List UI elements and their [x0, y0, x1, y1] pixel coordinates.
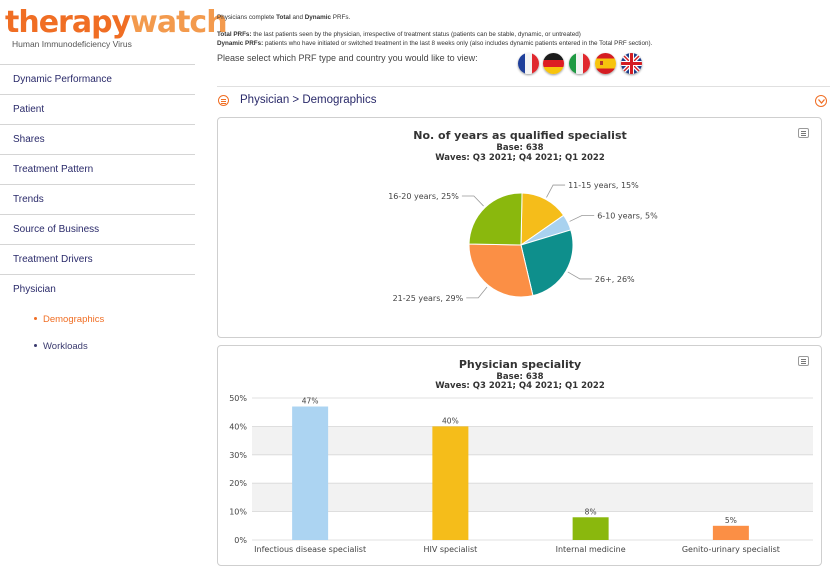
- grid-band: [252, 426, 813, 455]
- section-title: Physician > Demographics: [240, 94, 377, 106]
- bar-value-label: 47%: [302, 397, 319, 406]
- pie-connector-line: [569, 214, 595, 222]
- bar-chart: Physician speciality Base: 638 Waves: Q3…: [229, 358, 813, 554]
- bar-value-label: 8%: [585, 507, 597, 516]
- pie-chart: No. of years as qualified specialist Bas…: [388, 129, 658, 303]
- pie-slice-label: 11-15 years, 15%: [568, 181, 639, 190]
- pie-connector-line: [466, 286, 488, 299]
- pie-chart-panel: No. of years as qualified specialist Bas…: [217, 117, 822, 338]
- uk-flag-icon[interactable]: [621, 53, 642, 74]
- chart-menu-button[interactable]: [798, 356, 809, 366]
- y-tick-label: 40%: [229, 422, 247, 431]
- x-category-label: Internal medicine: [556, 545, 626, 554]
- logo[interactable]: therapywatch Human Immunodeficiency Viru…: [5, 5, 228, 50]
- sidebar-nav: Dynamic Performance Patient Shares Treat…: [0, 64, 195, 304]
- intro-text-part: PRFs.: [331, 14, 351, 21]
- pie-slice-label: 26+, 26%: [595, 275, 635, 284]
- spain-flag-icon[interactable]: [595, 53, 616, 74]
- nav-subitem-demographics[interactable]: Demographics: [34, 314, 104, 326]
- bar-value-label: 40%: [442, 416, 459, 425]
- x-category-label: Genito-urinary specialist: [682, 545, 780, 554]
- pie-chart-waves: Waves: Q3 2021; Q4 2021; Q1 2022: [435, 153, 605, 163]
- nav-item-physician[interactable]: Physician: [0, 274, 195, 304]
- bar-chart-waves: Waves: Q3 2021; Q4 2021; Q1 2022: [435, 381, 605, 391]
- nav-item-treatment-drivers[interactable]: Treatment Drivers: [0, 244, 195, 274]
- chevron-down-icon[interactable]: [815, 95, 827, 107]
- intro-text-part: and: [290, 14, 305, 21]
- collapse-minus-icon[interactable]: [218, 95, 229, 106]
- pie-chart-base: Base: 638: [496, 143, 543, 153]
- total-prf-definition: Total PRFs: the last patients seen by th…: [217, 31, 581, 38]
- pie-connector-line: [461, 195, 484, 207]
- logo-wordmark: therapywatch: [5, 5, 228, 40]
- intro-dynamic-term: Dynamic: [304, 14, 331, 21]
- dynamic-prf-definition: Dynamic PRFs: patients who have initiate…: [217, 40, 652, 47]
- logo-subtitle: Human Immunodeficiency Virus: [12, 39, 132, 49]
- bullet-icon: [34, 343, 37, 347]
- bar-chart-base: Base: 638: [496, 372, 543, 382]
- grid-band: [252, 483, 813, 512]
- y-tick-label: 20%: [229, 479, 247, 488]
- bar-chart-panel: Physician speciality Base: 638 Waves: Q3…: [217, 345, 822, 566]
- nav-subitem-label: Workloads: [43, 341, 88, 352]
- pie-slice-label: 6-10 years, 5%: [597, 211, 658, 220]
- pie-slice[interactable]: [468, 243, 534, 298]
- y-tick-label: 10%: [229, 508, 247, 517]
- bar[interactable]: [292, 406, 329, 540]
- nav-item-trends[interactable]: Trends: [0, 184, 195, 214]
- germany-flag-icon[interactable]: [543, 53, 564, 74]
- bar[interactable]: [712, 525, 749, 540]
- total-prf-label: Total PRFs:: [217, 31, 252, 38]
- bar[interactable]: [432, 426, 469, 540]
- pie-slice-label: 16-20 years, 25%: [388, 192, 459, 201]
- pie-slice[interactable]: [520, 229, 574, 297]
- pie-slice-label: 21-25 years, 29%: [393, 294, 464, 303]
- prf-intro-text: Physicians complete Total and Dynamic PR…: [217, 14, 350, 21]
- intro-text-part: Physicians complete: [217, 14, 277, 21]
- bar[interactable]: [572, 517, 609, 540]
- pie-connector-line: [567, 271, 592, 280]
- chart-menu-button[interactable]: [798, 128, 809, 138]
- total-prf-text: the last patients seen by the physician,…: [251, 31, 581, 38]
- nav-item-patient[interactable]: Patient: [0, 94, 195, 124]
- pie-slice[interactable]: [468, 192, 523, 246]
- intro-total-term: Total: [276, 14, 291, 21]
- italy-flag-icon[interactable]: [569, 53, 590, 74]
- pie-chart-title: No. of years as qualified specialist: [413, 129, 627, 142]
- nav-item-treatment-pattern[interactable]: Treatment Pattern: [0, 154, 195, 184]
- pie-connector-line: [546, 184, 566, 198]
- pie-slice[interactable]: [520, 192, 565, 246]
- bar-chart-title: Physician speciality: [459, 358, 581, 371]
- logo-part-therapy: therapy: [5, 5, 131, 40]
- y-tick-label: 30%: [229, 451, 247, 460]
- y-tick-label: 0%: [234, 536, 247, 545]
- dynamic-prf-label: Dynamic PRFs:: [217, 40, 264, 47]
- bullet-icon: [34, 316, 37, 320]
- x-category-label: Infectious disease specialist: [254, 545, 366, 554]
- logo-part-watch: watch: [130, 5, 227, 40]
- dynamic-prf-text: patients who have initiated or switched …: [263, 40, 653, 47]
- nav-item-shares[interactable]: Shares: [0, 124, 195, 154]
- nav-item-source-of-business[interactable]: Source of Business: [0, 214, 195, 244]
- nav-item-dynamic-performance[interactable]: Dynamic Performance: [0, 64, 195, 94]
- bar-value-label: 5%: [725, 516, 737, 525]
- y-tick-label: 50%: [229, 394, 247, 403]
- france-flag-icon[interactable]: [518, 53, 539, 74]
- x-category-label: HIV specialist: [423, 545, 477, 554]
- nav-subitem-label: Demographics: [43, 314, 105, 325]
- nav-subitem-workloads[interactable]: Workloads: [34, 341, 88, 353]
- country-select-prompt: Please select which PRF type and country…: [217, 53, 478, 63]
- header-divider: [217, 86, 830, 87]
